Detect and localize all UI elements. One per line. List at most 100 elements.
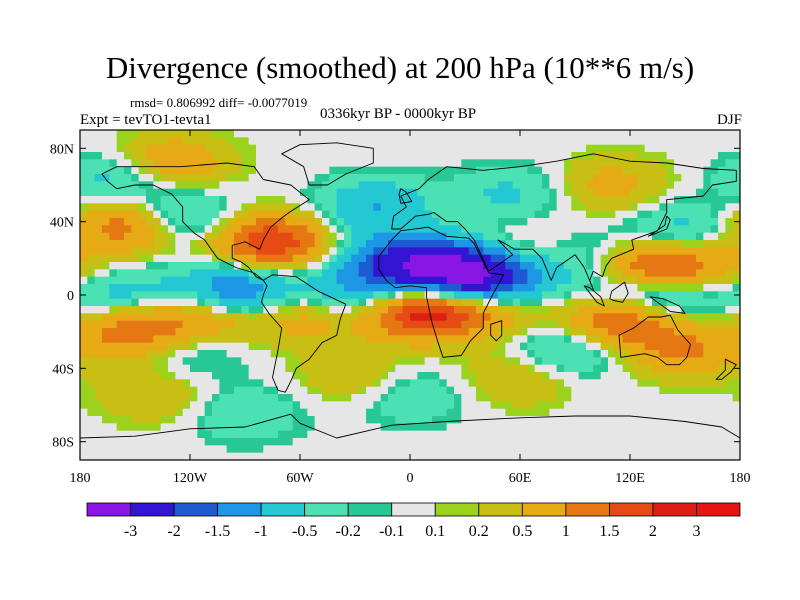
x-tick-label: 120E [615,471,645,486]
field-cell [549,181,565,190]
field-cell [615,357,624,366]
field-cell [344,225,352,234]
field-cell [520,254,550,263]
field-cell [725,232,740,241]
field-cell [388,240,455,248]
field-cell [314,203,323,212]
x-tick-label: 0 [407,471,414,486]
field-cell [314,188,338,197]
field-cell [153,181,176,190]
field-cell [241,262,250,270]
field-cell [732,284,740,292]
coastline-new-zealand [715,358,737,380]
field-cell [351,328,389,336]
y-tick-label: 0 [67,289,74,304]
field-cell [505,262,521,270]
field-cell [630,188,660,197]
field-cell [696,254,740,263]
field-cell [622,166,668,175]
field-cell [131,416,162,424]
field-cell [226,218,235,226]
field-cell [80,408,88,417]
field-cell [212,313,250,322]
field-cell [190,335,367,344]
field-cell [549,196,558,204]
field-cell [278,225,308,234]
field-cell [204,188,301,197]
field-cell [600,335,624,344]
field-cell [549,372,580,380]
field-cell [358,386,367,395]
field-cell [476,306,499,314]
field-cell [637,181,668,190]
field-cell [402,298,448,307]
field-cell [285,291,323,300]
field-cell [725,225,734,234]
y-tick-label: 40N [50,216,74,231]
field-cell [116,137,132,146]
field-cell [102,401,184,410]
field-cell [190,364,250,373]
colorbar-label: 1.5 [599,523,619,540]
field-cell [153,174,162,182]
field-cell [586,342,602,351]
field-cell [322,298,360,307]
field-cell [219,262,235,270]
field-cell [175,240,191,248]
field-cell [703,350,740,358]
field-cell [80,438,206,446]
x-tick-label: 60E [509,471,532,486]
field-cell [285,328,330,336]
field-cell [219,196,228,204]
field-cell [109,306,118,314]
field-cell [212,284,264,292]
field-cell [432,416,462,424]
field-cell [564,262,587,270]
field-cell [637,357,740,366]
field-cell [571,166,602,175]
field-cell [80,247,132,256]
field-cell [490,394,558,402]
field-cell [556,284,587,292]
field-cell [512,298,521,307]
field-cell [124,218,147,226]
field-cell [182,306,213,314]
field-cell [718,210,734,219]
field-cell [102,262,110,270]
field-cell [314,218,323,226]
field-cell [329,328,352,336]
colorbar-label: 0.5 [512,523,532,540]
field-cell [534,350,594,358]
field-cell [424,357,440,366]
field-cell [270,342,411,351]
field-cell [505,232,514,241]
field-cell [490,284,514,292]
field-cell [505,342,521,351]
field-cell [571,291,646,300]
field-cell [564,364,594,373]
colorbar-swatch [217,502,262,517]
field-cell [80,386,96,395]
field-cell [329,247,338,256]
field-cell [146,196,162,204]
field-cell [256,166,330,175]
coastline-sumatra [583,285,605,307]
field-cell [446,298,462,307]
field-cell [168,240,176,248]
field-cell [542,276,572,285]
field-cell [322,203,338,212]
field-cell [234,320,279,329]
field-cell [476,386,484,395]
field-cell [263,306,279,314]
field-cell [80,196,147,204]
field-cell [204,298,220,307]
field-cell [80,159,110,168]
field-cell [241,166,257,175]
colorbar-swatch [609,502,654,517]
field-cell [219,386,235,395]
field-cell [344,262,360,270]
field-cell [505,408,550,417]
field-cell [336,232,345,241]
field-cell [131,174,140,182]
field-cell [131,166,140,175]
